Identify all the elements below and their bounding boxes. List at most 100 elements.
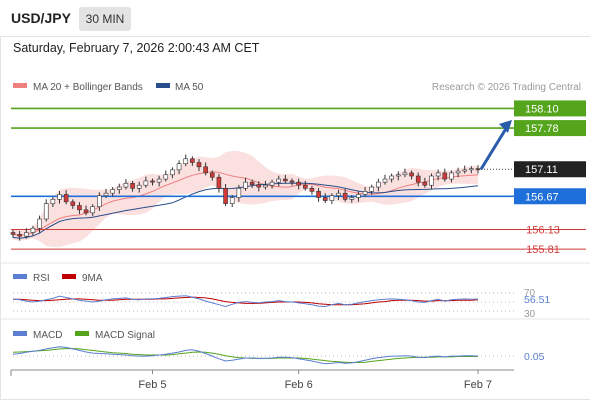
watermark: Research © 2026 Trading Central [432,82,581,93]
candle [130,183,135,189]
candle [402,172,408,176]
candle [336,192,341,196]
candle [369,186,375,192]
candle [63,194,69,203]
candle [10,232,16,235]
candle [249,181,255,185]
level-tag-157.78 [514,120,586,137]
level-label-155.81: 155.81 [526,244,560,256]
candle [309,187,315,192]
candle [163,174,169,180]
candle [183,158,189,165]
candle [296,181,301,186]
candle [256,184,262,188]
forecast-arrow-head [499,119,512,133]
candle [17,234,22,237]
candle [415,175,421,183]
macd-line [12,346,479,365]
candle [223,187,228,204]
candle [302,184,308,189]
candle [203,166,208,174]
x-tick-Feb-5: Feb 5 [138,379,166,391]
level-label-158.10: 158.10 [525,103,559,115]
candle [356,194,361,198]
level-label-157.78: 157.78 [525,123,559,135]
candle [57,194,62,200]
candle [236,187,242,198]
legend-swatch-rsi [13,274,27,279]
candle [229,197,235,204]
legend-swatch-macd [13,331,27,336]
candle [269,181,275,186]
candle [77,205,82,211]
chart-header: USD/JPY 30 MIN [0,0,590,37]
candle [50,199,56,204]
candle [422,181,428,186]
candle [409,172,414,177]
candle [103,192,109,196]
candle [110,189,115,194]
candle [136,184,142,189]
rsi-tick-30: 30 [524,309,536,320]
candle [37,218,42,229]
candle [316,191,321,198]
candle [449,172,454,180]
candle [209,172,215,178]
candle [90,206,96,214]
candle [442,172,448,180]
rsi-line [12,295,479,308]
candle [243,181,248,189]
last-price-label: 157.11 [525,164,558,176]
candle [116,186,122,190]
legend-swatch-ma50 [156,83,170,88]
rsi-tick-70: 70 [524,288,536,299]
x-tick-Feb-6: Feb 6 [285,379,313,391]
candle [283,178,288,182]
rsi-ma-line [13,296,479,306]
candle [435,172,441,177]
legend-ma20: MA 20 + Bollinger Bands [33,82,143,93]
candle [469,168,474,171]
candle [376,181,381,188]
legend-swatch-rsi-ma [62,274,76,279]
candle [43,203,49,220]
last-price-tag [514,161,586,178]
candle [30,227,36,233]
candle [150,180,155,183]
candle [23,232,29,237]
x-tick-Feb-7: Feb 7 [464,379,492,391]
level-tag-156.67 [514,188,586,205]
candle [276,178,282,183]
legend-macd-signal: MACD Signal [95,330,155,341]
legend-ma50: MA 50 [175,82,204,93]
candle [342,192,348,200]
level-label-156.13: 156.13 [526,224,560,236]
legend-swatch-ma20 [13,83,27,88]
candle [462,169,468,172]
candle [123,183,129,188]
candle [389,175,394,180]
legend-swatch-macd-signal [75,331,89,336]
candle [429,175,434,186]
candle [455,170,461,174]
candle [395,174,401,177]
candle [322,197,328,201]
candle [156,178,162,183]
candles [10,154,481,241]
candle [97,195,102,208]
candle [70,201,76,206]
legend-rsi: RSI [33,273,50,284]
forecast-arrow-shaft [479,126,509,171]
timeframe-button[interactable]: 30 MIN [79,7,131,31]
candle [170,169,175,176]
legend-macd: MACD [33,330,62,341]
legend-rsi-ma: 9MA [82,273,103,284]
candle [83,209,89,214]
candle [349,197,355,200]
macd-value-label: 0.05 [524,351,545,363]
level-label-156.67: 156.67 [525,191,559,203]
level-tag-158.10 [514,100,586,117]
candle [329,195,335,201]
symbol-title: USD/JPY [11,10,71,26]
